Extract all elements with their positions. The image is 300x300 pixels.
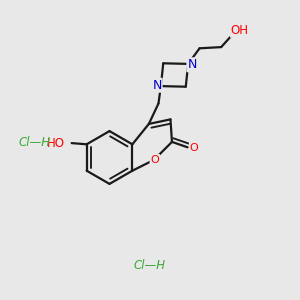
Text: N: N <box>188 58 197 71</box>
Text: N: N <box>152 79 162 92</box>
Text: HO: HO <box>47 136 65 150</box>
Text: OH: OH <box>231 24 249 37</box>
Text: O: O <box>151 155 159 165</box>
Text: Cl—H: Cl—H <box>18 136 51 149</box>
Text: O: O <box>190 143 199 153</box>
Text: Cl—H: Cl—H <box>134 259 166 272</box>
